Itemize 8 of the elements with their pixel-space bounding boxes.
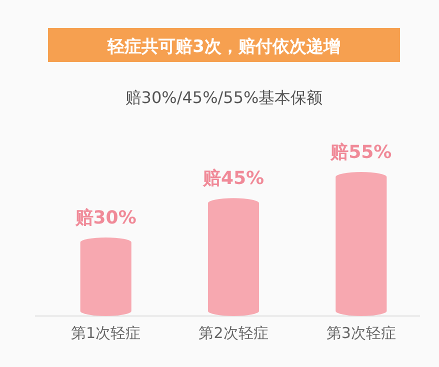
x-tick-label: 第1次轻症 <box>71 324 141 342</box>
data-label: 赔55% <box>330 142 392 163</box>
x-tick-label: 第3次轻症 <box>326 324 396 342</box>
data-label: 赔30% <box>74 207 136 228</box>
data-label: 赔45% <box>202 168 264 190</box>
chart-subtitle: 赔30%/45%/55%基本保额 <box>125 88 323 107</box>
chart-title: 轻症共可赔3次，赔付依次递增 <box>106 37 340 57</box>
x-tick-label: 第2次轻症 <box>198 324 268 342</box>
